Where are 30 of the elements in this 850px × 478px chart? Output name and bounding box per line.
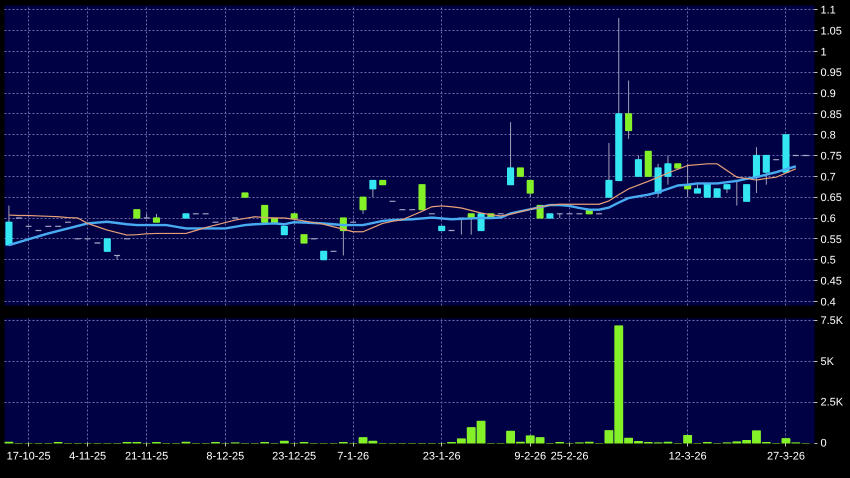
y-tick-label: 5K: [820, 356, 835, 368]
y-tick-label: 1.05: [820, 26, 842, 38]
y-tick-label: 0.9: [820, 88, 836, 100]
y-tick-label: 0.4: [820, 296, 836, 308]
y-tick-label: 1: [820, 46, 827, 58]
y-tick-label: 0.75: [820, 150, 842, 162]
x-tick-label: 12-3-26: [668, 450, 707, 462]
y-tick-label: 0.5: [820, 254, 836, 267]
x-tick-label: 8-12-25: [206, 450, 244, 462]
x-tick-label: 25-2-26: [550, 450, 589, 462]
x-tick-label: 7-1-26: [337, 450, 370, 462]
y-tick-label: 0.55: [820, 234, 842, 246]
y-tick-label: 0.7: [820, 171, 836, 184]
x-tick-label: 21-11-25: [125, 450, 168, 462]
y-tick-label: 7.5K: [820, 314, 844, 327]
x-tick-label: 23-12-25: [272, 450, 316, 462]
y-tick-label: 0: [820, 438, 827, 450]
y-tick-label: 0.45: [820, 276, 842, 288]
y-tick-label: 0.85: [820, 108, 842, 121]
x-tick-label: 17-10-25: [6, 450, 51, 462]
y-tick-label: 1.1: [820, 4, 836, 17]
x-tick-label: 4-11-25: [69, 450, 106, 462]
y-tick-label: 2.5K: [820, 396, 844, 409]
y-tick-label: 0.95: [820, 67, 842, 80]
x-tick-label: 9-2-26: [514, 450, 546, 462]
x-tick-label: 23-1-26: [422, 450, 461, 462]
x-tick-label: 27-3-26: [767, 450, 805, 462]
y-tick-label: 0.6: [820, 213, 836, 225]
y-tick-label: 0.8: [820, 130, 836, 142]
y-tick-label: 0.65: [820, 192, 842, 204]
